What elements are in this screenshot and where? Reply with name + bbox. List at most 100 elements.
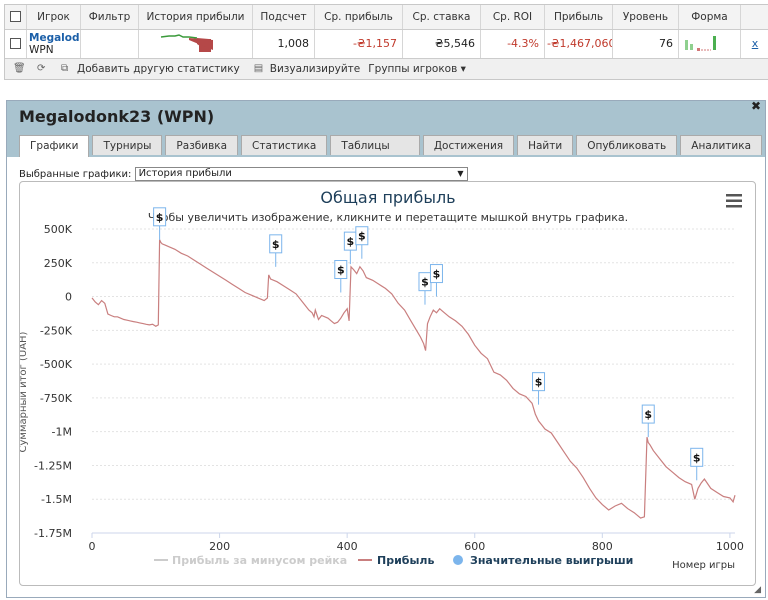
player-stats-table: Игрок Фильтр История прибыли Подсчет Ср.…: [4, 4, 768, 80]
big-win-marker-box: [532, 372, 546, 392]
tab-statistics[interactable]: Статистика: [241, 135, 328, 155]
big-win-marker[interactable]: $: [355, 226, 369, 259]
big-win-marker[interactable]: $: [690, 447, 704, 481]
x-tick-label: 0: [89, 540, 96, 553]
x-tick-label: 200: [209, 540, 230, 553]
avg-profit-value: -₴1,157: [315, 30, 403, 58]
profit-chart-svg[interactable]: Общая прибыль Чтобы увеличить изображени…: [18, 182, 755, 585]
big-win-markers[interactable]: $$$$ $$$$$$: [153, 207, 704, 481]
count-value: 1,008: [253, 30, 315, 58]
profit-value: -₴1,467,060: [545, 30, 613, 58]
tab-charts[interactable]: Графики: [19, 135, 90, 157]
profit-history-sparkline: [139, 30, 253, 58]
filter-cell[interactable]: [81, 30, 139, 58]
big-win-marker-box: [429, 264, 443, 284]
big-win-marker[interactable]: $: [334, 260, 348, 293]
x-tick-label: 400: [337, 540, 358, 553]
big-win-marker-label: $: [433, 268, 441, 281]
level-value: 76: [613, 30, 679, 58]
y-tick-label: -250K: [40, 324, 73, 337]
y-tick-label: -750K: [40, 392, 73, 405]
tab-breakdown[interactable]: Разбивка: [165, 135, 239, 155]
y-axis-ticks: 500K 250K 0 -250K -500K -750K -1M -1.25M -1.5M -1…: [34, 223, 73, 540]
chart-select[interactable]: История прибыли ▼: [134, 167, 468, 181]
chart-select-label: Выбранные графики:: [19, 169, 132, 180]
select-all-checkbox-cell[interactable]: [5, 5, 27, 29]
big-win-marker-label: $: [693, 451, 701, 464]
profit-chart[interactable]: Общая прибыль Чтобы увеличить изображени…: [18, 181, 756, 586]
header-filter[interactable]: Фильтр: [81, 5, 139, 29]
visualize-button[interactable]: Визуализируйте: [269, 63, 361, 75]
big-win-marker-box: [690, 447, 704, 467]
y-tick-label: -1.25M: [34, 459, 72, 472]
series-line-profit: [91, 239, 736, 519]
add-stat-button[interactable]: Добавить другую статистику: [77, 63, 240, 75]
select-all-checkbox[interactable]: [10, 11, 21, 22]
close-icon[interactable]: ✖: [750, 99, 761, 113]
legend-profit[interactable]: Прибыль: [377, 554, 434, 567]
visualize-icon[interactable]: ▤: [253, 63, 264, 74]
chevron-down-icon: ▾: [460, 63, 466, 75]
big-win-marker[interactable]: $: [641, 404, 655, 438]
big-win-marker[interactable]: $: [532, 372, 546, 405]
menu-icon[interactable]: [726, 194, 742, 208]
tab-achievements[interactable]: Достижения: [422, 135, 515, 155]
tab-publish[interactable]: Опубликовать: [576, 135, 678, 155]
x-tick-label: 800: [592, 540, 613, 553]
table-row: Megalodonk23 WPN 1,008 -₴1,157 ₴5,546 -4…: [5, 30, 768, 59]
add-stat-icon[interactable]: ⧉: [61, 63, 69, 74]
x-tick-label: 600: [464, 540, 485, 553]
big-win-marker[interactable]: $: [418, 272, 432, 305]
player-name-link[interactable]: Megalodonk23: [29, 32, 80, 44]
table-toolbar: 🗑 ⟳ ⧉ Добавить другую статистику ▤ Визуа…: [5, 59, 768, 79]
remove-row-link[interactable]: x: [751, 37, 759, 50]
y-tick-label: -1M: [52, 426, 72, 439]
chart-title: Общая прибыль: [320, 188, 455, 207]
header-profit[interactable]: Прибыль: [545, 5, 613, 29]
chart-subtitle: Чтобы увеличить изображение, кликните и …: [148, 211, 628, 224]
avg-roi-value: -4.3%: [481, 30, 545, 58]
header-profit-history[interactable]: История прибыли: [139, 5, 253, 29]
big-win-marker[interactable]: $: [269, 234, 283, 267]
header-level[interactable]: Уровень: [613, 5, 679, 29]
header-form[interactable]: Форма: [679, 5, 741, 29]
legend-rake[interactable]: Прибыль за минусом рейка: [172, 554, 347, 567]
tab-analytics[interactable]: Аналитика: [680, 135, 762, 155]
player-site: WPN: [29, 44, 54, 56]
big-win-marker-label: $: [337, 264, 345, 277]
y-tick-label: 0: [65, 291, 72, 304]
refresh-icon[interactable]: ⟳: [37, 63, 46, 74]
resize-handle-icon[interactable]: ◢: [754, 585, 761, 595]
row-checkbox-cell[interactable]: [5, 30, 27, 58]
header-avg-profit[interactable]: Ср. прибыль: [315, 5, 403, 29]
header-count[interactable]: Подсчет: [253, 5, 315, 29]
row-checkbox[interactable]: [10, 38, 21, 49]
header-avg-roi[interactable]: Ср. ROI: [481, 5, 545, 29]
panel-tabs: Графики Турниры Разбивка Статистика Табл…: [19, 135, 765, 172]
header-player[interactable]: Игрок: [27, 5, 81, 29]
legend-wins[interactable]: Значительные выигрыши: [470, 554, 633, 567]
big-win-marker[interactable]: $: [343, 231, 357, 265]
y-tick-label: 500K: [44, 223, 73, 236]
avg-stake-value: ₴5,546: [403, 30, 481, 58]
legend[interactable]: Прибыль за минусом рейка Прибыль Значите…: [154, 554, 633, 567]
big-win-marker[interactable]: $: [429, 264, 443, 297]
y-tick-label: 250K: [44, 257, 73, 270]
big-win-marker-label: $: [156, 211, 164, 224]
player-groups-label: Группы игроков: [368, 63, 458, 75]
panel-body: Выбранные графики: История прибыли ▼ Обща…: [7, 157, 765, 597]
big-win-marker-box: [355, 226, 369, 246]
player-groups-button[interactable]: Группы игроков ▾: [368, 63, 466, 75]
player-detail-panel: Megalodonk23 (WPN) ✖ Графики Турниры Раз…: [6, 99, 766, 598]
big-win-marker[interactable]: $: [153, 207, 167, 240]
big-win-marker-label: $: [358, 230, 366, 243]
tab-tournaments[interactable]: Турниры: [92, 135, 163, 155]
x-axis-ticks: 0 200 400 600 800 1000: [89, 532, 744, 553]
tab-leaderboards[interactable]: Таблицы лидеров: [330, 135, 420, 172]
panel-title: Megalodonk23 (WPN): [19, 107, 215, 126]
chart-select-row: Выбранные графики: История прибыли ▼: [19, 167, 468, 181]
y-tick-label: -1.75M: [34, 527, 72, 540]
header-avg-stake[interactable]: Ср. ставка: [403, 5, 481, 29]
trash-icon[interactable]: 🗑: [13, 63, 26, 74]
tab-find[interactable]: Найти: [517, 135, 574, 155]
